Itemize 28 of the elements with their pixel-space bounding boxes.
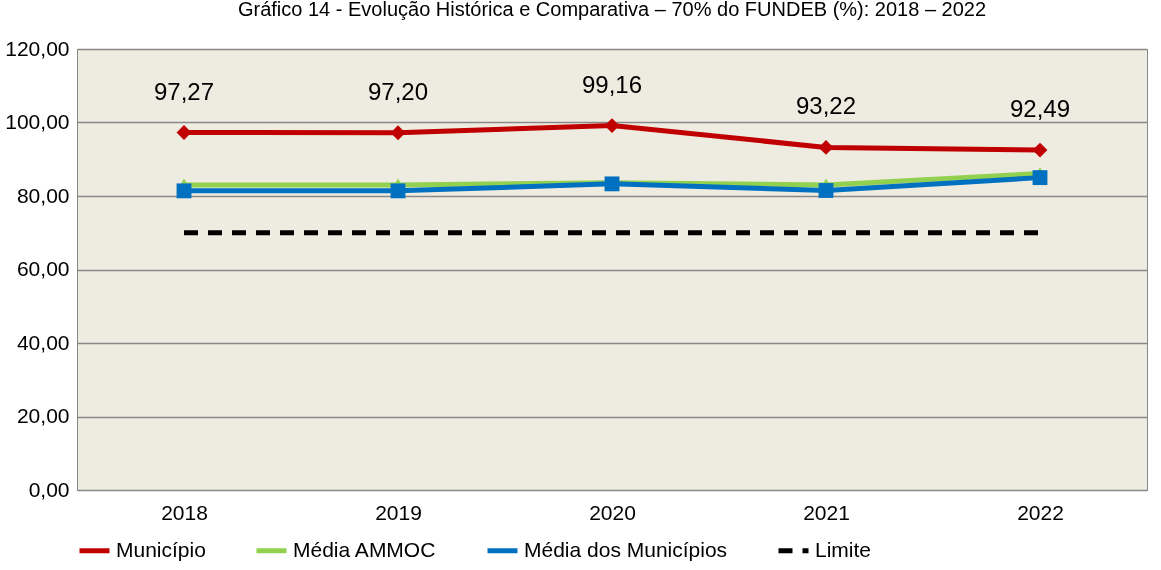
data-label: 97,27 — [153, 77, 215, 105]
y-tick-label: 100,00 — [5, 110, 70, 133]
legend-label: Limite — [815, 537, 872, 561]
data-label: 93,22 — [795, 92, 857, 120]
point — [1032, 170, 1048, 186]
point — [176, 183, 192, 199]
y-tick-label: 0,00 — [28, 477, 70, 501]
legend-label: Município — [116, 537, 206, 561]
data-label: 92,49 — [1009, 95, 1071, 123]
x-tick-label: 2022 — [1017, 500, 1064, 524]
data-label: 97,20 — [367, 77, 429, 105]
y-tick-label: 120,00 — [5, 36, 70, 60]
point — [818, 183, 834, 198]
x-tick-label: 2019 — [375, 500, 422, 524]
y-tick-label: 60,00 — [16, 257, 70, 280]
point — [1032, 142, 1048, 158]
x-tick-label: 2020 — [589, 500, 636, 524]
chart-title: Gráfico 14 - Evolução Histórica e Comparativa – 70% do FUNDEB (%): 2018 – 2022 — [237, 0, 987, 20]
y-tick-label: 20,00 — [16, 404, 70, 427]
point — [390, 183, 406, 199]
x-tick-label: 2021 — [803, 500, 850, 524]
y-tick-label: 80,00 — [16, 183, 70, 207]
data-label: 99,16 — [581, 70, 643, 98]
x-tick-label: 2018 — [161, 500, 208, 524]
y-tick-label: 40,00 — [16, 330, 70, 354]
point — [818, 140, 834, 155]
legend-label: Média dos Municípios — [524, 537, 728, 561]
legend-label: Média AMMOC — [293, 537, 436, 561]
